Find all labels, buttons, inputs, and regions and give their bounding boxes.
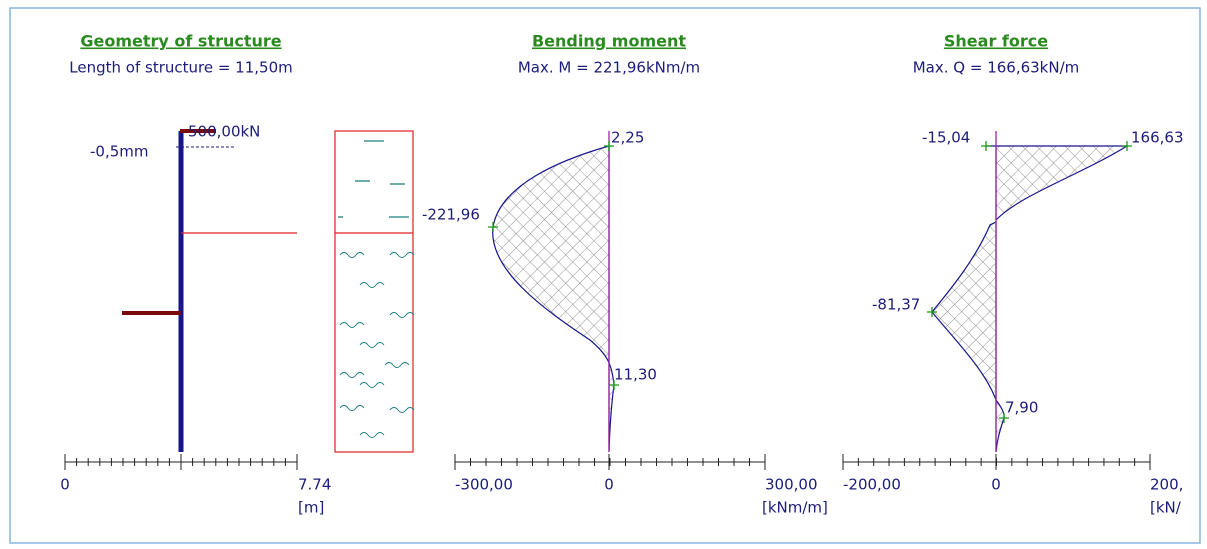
water-symbols — [338, 140, 409, 218]
deformation-label: -0,5mm — [90, 143, 149, 161]
marker — [999, 413, 1009, 423]
axis-unit: [kN/ — [1150, 499, 1182, 517]
panel-title: Bending moment — [532, 32, 686, 51]
marker — [1122, 141, 1132, 151]
soil-symbol — [359, 282, 385, 288]
marker — [488, 222, 498, 232]
axis-tick-label: 7.74 — [298, 476, 331, 494]
value-label: 166,63 — [1131, 129, 1184, 147]
soil-profile — [334, 130, 414, 453]
soil-symbol — [384, 362, 410, 368]
axis-unit: [m] — [298, 499, 324, 517]
marker — [927, 307, 937, 317]
soil-symbols — [339, 252, 415, 438]
soil-symbol — [339, 372, 365, 378]
value-label: -15,04 — [922, 129, 970, 147]
axis-tick-label: 200, — [1150, 476, 1183, 494]
force-label: 500,00kN — [188, 123, 260, 141]
value-label: 7,90 — [1005, 399, 1038, 417]
soil-symbol — [359, 342, 385, 348]
axis-tick-label: 0 — [991, 476, 1001, 494]
soil-symbol — [359, 432, 385, 438]
axis-tick-label: 0 — [60, 476, 70, 494]
marker — [981, 141, 991, 151]
panel-title: Geometry of structure — [80, 32, 281, 51]
axis-tick-label: -200,00 — [843, 476, 901, 494]
soil-symbol — [389, 312, 415, 318]
soil-symbol — [389, 252, 415, 258]
moment-diagram — [492, 145, 615, 453]
markers — [488, 141, 1132, 423]
value-label: -221,96 — [422, 206, 480, 224]
shear-diagram — [931, 221, 1005, 453]
value-label: 11,30 — [614, 366, 657, 384]
axis-tick-label: 0 — [604, 476, 614, 494]
panel-subtitle: Length of structure = 11,50m — [69, 59, 292, 77]
value-label: -81,37 — [872, 296, 920, 314]
axes — [64, 454, 1151, 470]
marker — [604, 141, 614, 151]
soil-symbol — [339, 405, 365, 411]
axis-unit: [kNm/m] — [762, 499, 828, 517]
panel-subtitle: Max. Q = 166,63kN/m — [913, 59, 1080, 77]
soil-symbol — [339, 252, 365, 258]
panel-title: Shear force — [944, 32, 1048, 51]
soil-symbol — [339, 322, 365, 328]
value-label: 2,25 — [611, 129, 644, 147]
soil-symbol — [359, 382, 385, 388]
panel-subtitle: Max. M = 221,96kNm/m — [518, 59, 700, 77]
axis-tick-label: 300,00 — [765, 476, 818, 494]
axis-tick-label: -300,00 — [455, 476, 513, 494]
marker — [609, 380, 619, 390]
soil-symbol — [389, 407, 415, 413]
